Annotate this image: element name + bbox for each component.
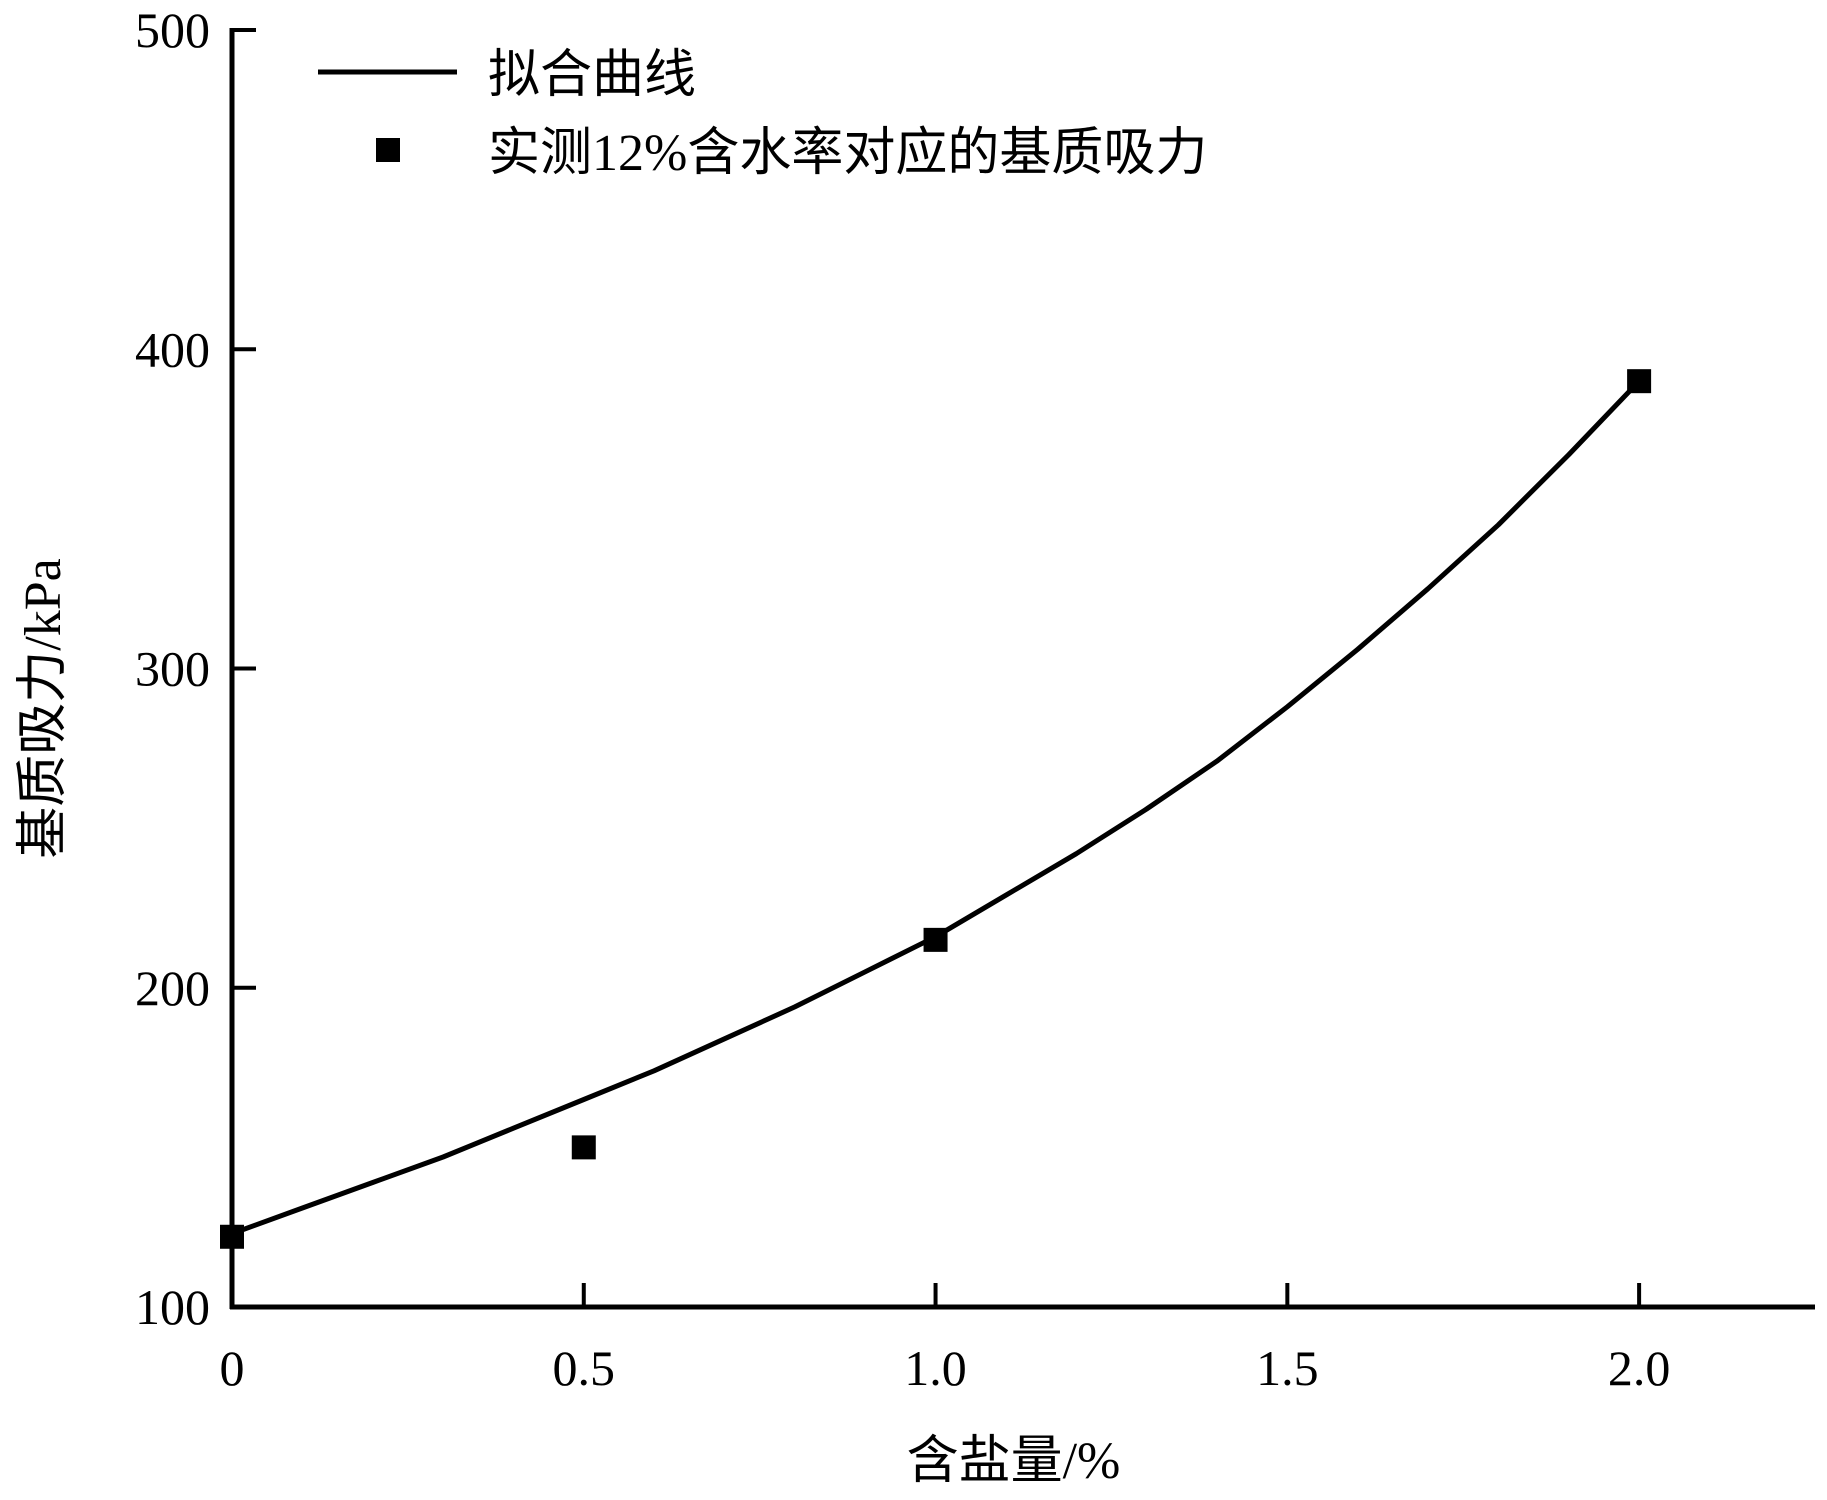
measured-point (923, 927, 948, 952)
x-tick-label: 0.5 (553, 1340, 616, 1396)
y-ticks: 100 200 300 400 500 (135, 2, 256, 1335)
x-axis-title: 含盐量/% (907, 1433, 1121, 1490)
x-ticks: 0 0.5 1.0 1.5 2.0 (220, 1283, 1671, 1396)
measured-point (571, 1135, 596, 1160)
x-tick-label: 2.0 (1608, 1340, 1671, 1396)
measured-point (220, 1224, 244, 1249)
legend-square-swatch (376, 138, 400, 162)
y-tick-label: 200 (135, 960, 210, 1016)
y-tick-label: 300 (135, 641, 210, 697)
fit-curve-line (231, 379, 1641, 1236)
y-tick-label: 500 (135, 2, 210, 58)
legend-label-measured: 实测12%含水率对应的基质吸力 (488, 125, 1207, 182)
y-tick-label: 400 (135, 321, 210, 377)
x-tick-label: 1.5 (1256, 1340, 1319, 1396)
y-tick-label: 100 (135, 1279, 210, 1335)
plot-area: 0 0.5 1.0 1.5 2.0 100 200 300 400 500 (135, 2, 1815, 1396)
measured-point (1627, 369, 1652, 394)
x-tick-label: 0 (220, 1340, 245, 1396)
series-layer (220, 369, 1652, 1249)
x-tick-label: 1.0 (904, 1340, 967, 1396)
legend: 拟合曲线 实测12%含水率对应的基质吸力 (318, 47, 1207, 182)
legend-label-fit: 拟合曲线 (488, 47, 696, 104)
y-axis-title: 基质吸力/kPa (15, 558, 72, 858)
